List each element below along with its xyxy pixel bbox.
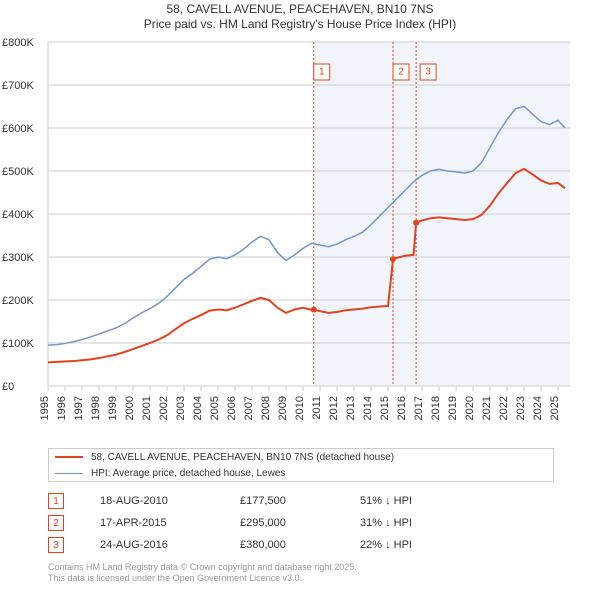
legend-item: 58, CAVELL AVENUE, PEACEHAVEN, BN10 7NS … <box>49 449 553 465</box>
sale-marker-num: 1 <box>319 67 325 78</box>
sales-row: 1 18-AUG-2010£177,50051% ↓ HPI <box>48 490 460 512</box>
sales-price: £295,000 <box>240 517 360 529</box>
sales-marker: 3 <box>48 537 64 553</box>
chart-title: 58, CAVELL AVENUE, PEACEHAVEN, BN10 7NS <box>0 2 600 16</box>
x-tick-label: 2023 <box>515 396 527 420</box>
x-tick-label: 1997 <box>73 396 85 420</box>
sales-date: 18-AUG-2010 <box>100 495 240 507</box>
x-tick-label: 2007 <box>243 396 255 420</box>
y-tick-label: £500K <box>2 166 34 178</box>
sales-row: 2 17-APR-2015£295,00031% ↓ HPI <box>48 512 460 534</box>
attribution-line1: Contains HM Land Registry data © Crown c… <box>48 562 357 573</box>
sales-table: 1 18-AUG-2010£177,50051% ↓ HPI 2 17-APR-201… <box>48 490 460 556</box>
x-tick-label: 1999 <box>107 396 119 420</box>
x-tick-label: 2003 <box>175 396 187 420</box>
x-tick-label: 2001 <box>141 396 153 420</box>
y-tick-label: £300K <box>2 252 34 264</box>
sales-marker: 1 <box>48 493 64 509</box>
attribution: Contains HM Land Registry data © Crown c… <box>48 562 357 585</box>
x-tick-label: 2011 <box>311 396 323 420</box>
y-tick-label: £400K <box>2 209 34 221</box>
sales-date: 24-AUG-2016 <box>100 539 240 551</box>
x-tick-label: 1995 <box>39 396 51 420</box>
y-tick-label: £200K <box>2 295 34 307</box>
x-tick-label: 2015 <box>379 396 391 420</box>
y-tick-label: £100K <box>2 338 34 350</box>
y-tick-label: £600K <box>2 123 34 135</box>
x-tick-label: 2005 <box>209 396 221 420</box>
x-tick-label: 2021 <box>481 396 493 420</box>
x-tick-label: 2008 <box>260 396 272 420</box>
line-chart: £0 £100K £200K £300K £400K £500K £600K £700K £80… <box>0 36 600 446</box>
y-tick-label: £0 <box>2 381 14 393</box>
x-tick-label: 2010 <box>294 396 306 420</box>
x-tick-label: 2006 <box>226 396 238 420</box>
x-tick-label: 1998 <box>90 396 102 420</box>
sales-price: £380,000 <box>240 539 360 551</box>
legend-label: HPI: Average price, detached house, Lewe… <box>91 468 285 479</box>
chart-subtitle: Price paid vs. HM Land Registry's House … <box>0 17 600 31</box>
legend-item: HPI: Average price, detached house, Lewe… <box>49 465 553 481</box>
x-tick-label: 2020 <box>464 396 476 420</box>
x-tick-label: 2022 <box>498 396 510 420</box>
x-tick-label: 2017 <box>413 396 425 420</box>
sales-hpi: 31% ↓ HPI <box>360 517 460 529</box>
sales-marker: 2 <box>48 515 64 531</box>
sales-hpi: 22% ↓ HPI <box>360 539 460 551</box>
sales-row: 3 24-AUG-2016£380,00022% ↓ HPI <box>48 534 460 556</box>
x-tick-label: 2009 <box>277 396 289 420</box>
x-tick-label: 2014 <box>362 396 374 420</box>
legend-label: 58, CAVELL AVENUE, PEACEHAVEN, BN10 7NS … <box>91 452 394 463</box>
x-tick-label: 2002 <box>158 396 170 420</box>
x-tick-label: 2000 <box>124 396 136 420</box>
x-tick-label: 2024 <box>532 396 544 420</box>
y-tick-label: £800K <box>2 37 34 49</box>
sales-price: £177,500 <box>240 495 360 507</box>
sale-marker-num: 2 <box>398 67 404 78</box>
sales-hpi: 51% ↓ HPI <box>360 495 460 507</box>
x-tick-label: 2016 <box>396 396 408 420</box>
chart-container: 58, CAVELL AVENUE, PEACEHAVEN, BN10 7NS … <box>0 0 600 590</box>
x-tick-label: 2018 <box>430 396 442 420</box>
x-tick-label: 2025 <box>549 396 561 420</box>
legend: 58, CAVELL AVENUE, PEACEHAVEN, BN10 7NS … <box>48 448 554 482</box>
y-tick-label: £700K <box>2 80 34 92</box>
x-tick-label: 1996 <box>56 396 68 420</box>
x-tick-label: 2004 <box>192 396 204 420</box>
x-tick-label: 2012 <box>328 396 340 420</box>
x-tick-label: 2019 <box>447 396 459 420</box>
attribution-line2: This data is licensed under the Open Gov… <box>48 573 357 584</box>
legend-swatch <box>55 473 83 474</box>
sale-marker-num: 3 <box>425 67 431 78</box>
x-tick-label: 2013 <box>345 396 357 420</box>
sales-date: 17-APR-2015 <box>100 517 240 529</box>
legend-swatch <box>55 456 83 458</box>
